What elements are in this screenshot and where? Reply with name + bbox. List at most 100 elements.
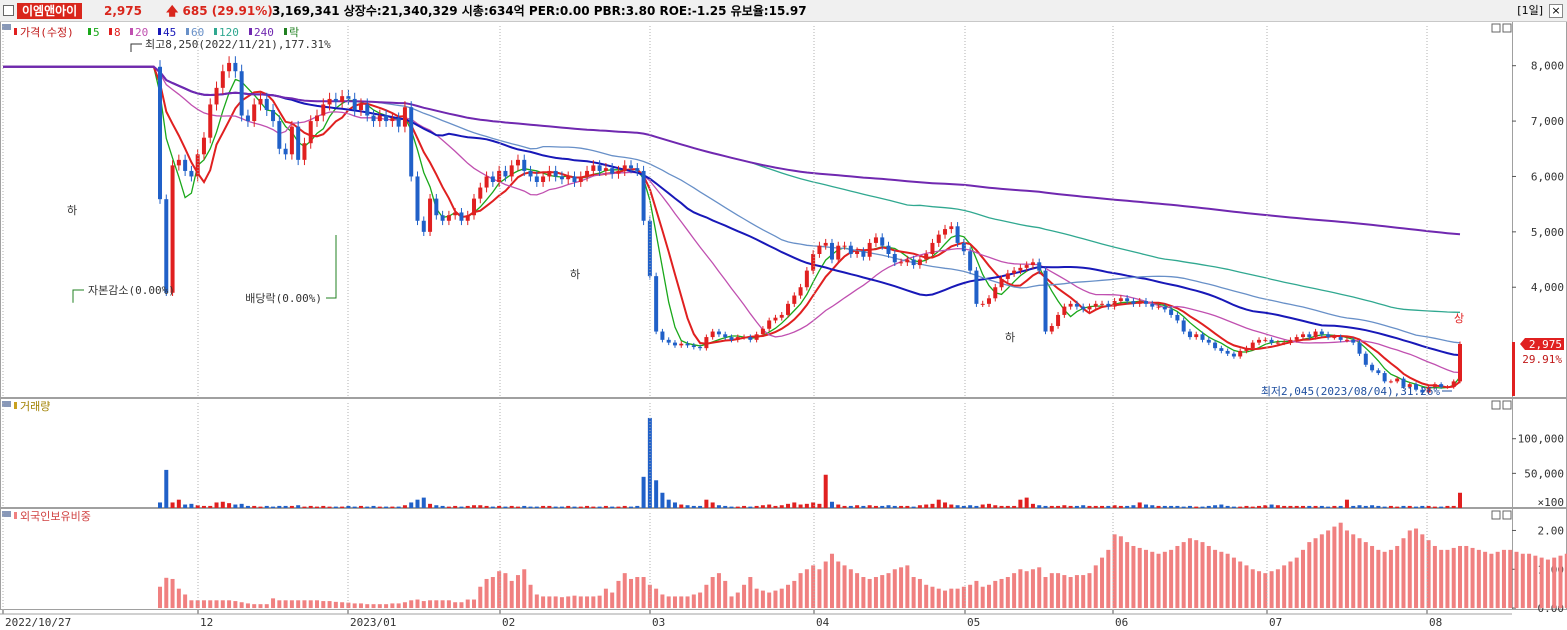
foreign-bar [1351, 534, 1356, 609]
candle-body [1231, 353, 1236, 357]
foreign-bar [666, 596, 671, 609]
x-tick-label: 07 [1269, 616, 1282, 629]
candle-body [1049, 326, 1054, 332]
stock-chart[interactable]: 8,0007,0006,0005,0004,000가격(수정)582045601… [0, 22, 1567, 630]
dividend-pointer [326, 235, 337, 299]
volume-bar [497, 505, 502, 508]
volume-bar [1162, 505, 1167, 508]
foreign-bar [1238, 561, 1243, 609]
volume-bar [1363, 505, 1368, 508]
volume-bar [315, 506, 320, 508]
foreign-bar [1269, 571, 1274, 609]
foreign-bar [1414, 528, 1419, 609]
candle-body [333, 98, 338, 102]
foreign-bar [899, 567, 904, 609]
volume-bar [993, 505, 998, 508]
volume-bar [773, 505, 778, 508]
volume-bar [1420, 505, 1425, 508]
candle-body [848, 245, 853, 254]
x-tick-label: 05 [967, 616, 980, 629]
candle-body [735, 337, 740, 340]
volume-bar [1439, 506, 1444, 508]
price-y-tick-label: 6,000 [1531, 170, 1564, 183]
foreign-bar [873, 577, 878, 609]
candle-body [321, 104, 326, 116]
volume-bar [264, 505, 269, 508]
foreign-bar [647, 584, 652, 609]
volume-bar [1376, 505, 1381, 508]
foreign-bar [453, 602, 458, 609]
stock-name-badge[interactable]: 이엠앤아이 [17, 3, 83, 19]
low-annotation: 최저2,045(2023/08/04),31.26% [1261, 385, 1441, 398]
volume-bar [302, 506, 307, 508]
candle-body [710, 331, 715, 338]
candle-body [1426, 386, 1431, 393]
foreign-bar [848, 569, 853, 609]
foreign-bar [158, 586, 163, 609]
foreign-bar [622, 573, 627, 609]
foreign-bar [472, 599, 477, 609]
foreign-bar [1244, 565, 1249, 609]
foreign-bar [811, 565, 816, 609]
select-checkbox[interactable] [3, 5, 14, 16]
foreign-bar [930, 586, 935, 609]
foreign-bar [1087, 573, 1092, 609]
close-icon[interactable]: × [1549, 4, 1563, 18]
volume-panel-toggle-icon [2, 401, 11, 407]
candle-body [804, 270, 809, 288]
foreign-bar [1420, 534, 1425, 609]
volume-bar [1344, 499, 1349, 508]
candle-body [1319, 331, 1324, 335]
last-price-value: 2,975 [1529, 338, 1562, 351]
foreign-bar [415, 599, 420, 609]
foreign-bar [1458, 545, 1462, 609]
volume-panel-axis-frame [1512, 398, 1567, 508]
foreign-bar [654, 588, 659, 609]
foreign-bar [1131, 545, 1136, 609]
candle-body [1282, 342, 1287, 344]
candle-body [195, 154, 200, 177]
foreign-bar [315, 600, 320, 609]
volume-bar [421, 497, 426, 508]
foreign-bar [227, 600, 232, 609]
volume-bar [1401, 505, 1406, 508]
candle-body [930, 242, 935, 254]
foreign-bar [949, 588, 954, 609]
price-panel-maximize-icon [1502, 23, 1512, 33]
volume-bar [1150, 505, 1155, 508]
volume-bar [252, 505, 257, 508]
candle-body [201, 137, 206, 155]
candle-body [823, 242, 828, 246]
candle-body [315, 115, 320, 122]
foreign-bar [283, 600, 288, 609]
candle-body [1288, 339, 1293, 343]
candle-body [635, 168, 640, 171]
candle-body [1175, 314, 1180, 321]
candle-body [1395, 378, 1400, 382]
volume-bar [559, 506, 564, 508]
last-price-pct: 29.91% [1522, 353, 1562, 366]
foreign-bar [597, 595, 602, 609]
volume-bar [949, 504, 954, 508]
candle-body [1313, 331, 1318, 338]
candle-body [698, 347, 703, 349]
candle-body [610, 168, 615, 174]
foreign-bar [1194, 540, 1199, 609]
volume-bar [402, 505, 407, 508]
period-label[interactable]: [1일] [1517, 4, 1543, 17]
candle-body [528, 170, 533, 177]
candle-body [691, 345, 696, 348]
foreign-bar [1225, 553, 1230, 609]
foreign-bar [1545, 559, 1550, 609]
volume-bar [867, 505, 872, 508]
foreign-bar [980, 586, 985, 609]
foreign-bar [189, 600, 194, 609]
volume-bar [164, 469, 169, 508]
foreign-bar [1527, 553, 1532, 609]
limit-down-label: 하 [67, 203, 77, 217]
foreign-bar [786, 584, 791, 609]
foreign-bar [1401, 538, 1406, 609]
candle-body [867, 242, 872, 257]
candle-body [522, 159, 527, 171]
foreign-bar [829, 553, 834, 609]
